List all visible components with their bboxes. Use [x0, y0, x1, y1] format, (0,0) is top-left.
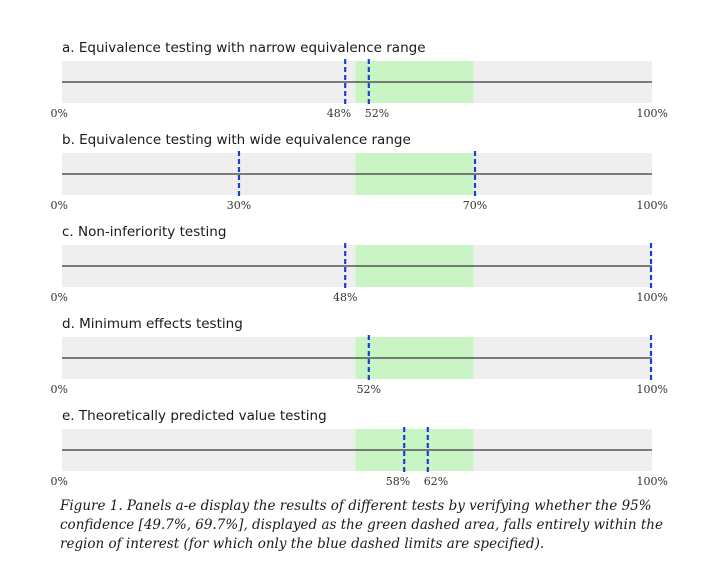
- panel-c-tick-label: 0%: [51, 291, 68, 304]
- panel-a-tick-label: 52%: [365, 107, 389, 120]
- panel-c-tick-label: 100%: [637, 291, 668, 304]
- panel-c-title: c. Non-inferiority testing: [62, 224, 226, 240]
- panel-a-title: a. Equivalence testing with narrow equiv…: [62, 40, 426, 56]
- panel-e-tick-label: 0%: [51, 475, 68, 488]
- panel-b-tick-label: 0%: [51, 199, 68, 212]
- panel-d-tick-label: 52%: [357, 383, 381, 396]
- panel-a-tick-label: 100%: [637, 107, 668, 120]
- panel-e-tick-label: 58%: [386, 475, 410, 488]
- panel-b-tick-label: 30%: [227, 199, 251, 212]
- panel-e-title: e. Theoretically predicted value testing: [62, 408, 327, 424]
- panel-e-tick-label: 62%: [424, 475, 448, 488]
- panel-d-title: d. Minimum effects testing: [62, 316, 243, 332]
- panel-a-tick-label: 48%: [327, 107, 351, 120]
- panel-b-tick-label: 100%: [637, 199, 668, 212]
- figure-caption: Figure 1. Panels a-e display the results…: [60, 498, 663, 552]
- panel-c-tick-label: 48%: [333, 291, 357, 304]
- panel-d-tick-label: 100%: [637, 383, 668, 396]
- panel-b-tick-label: 70%: [463, 199, 487, 212]
- panel-b-title: b. Equivalence testing with wide equival…: [62, 132, 411, 148]
- panel-d-tick-label: 0%: [51, 383, 68, 396]
- panel-e-tick-label: 100%: [637, 475, 668, 488]
- panel-a-tick-label: 0%: [51, 107, 68, 120]
